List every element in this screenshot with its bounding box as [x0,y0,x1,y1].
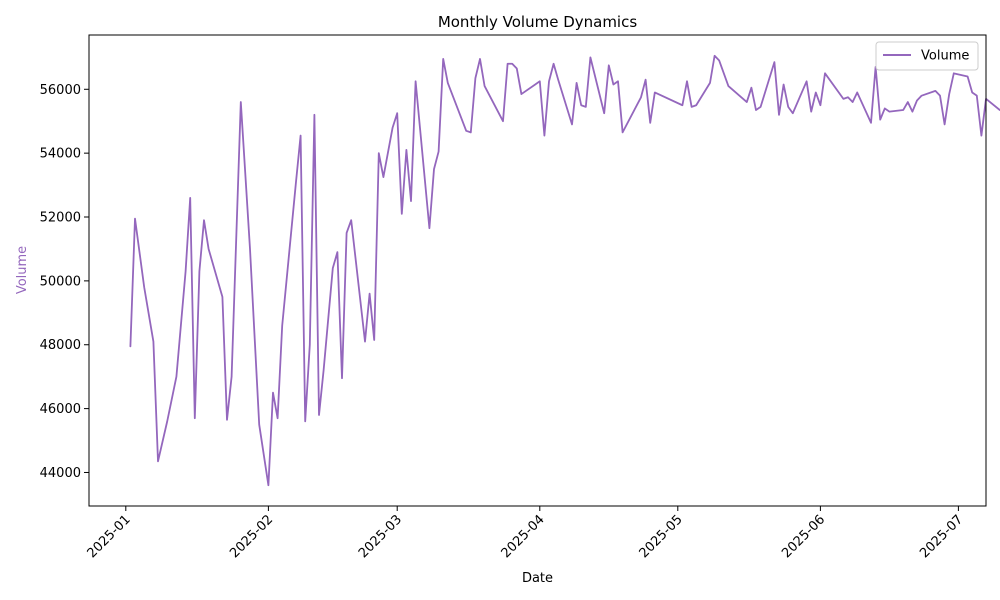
y-axis-ticks: 44000 46000 48000 50000 52000 54000 56000 [40,83,89,481]
series-line-volume [129,54,1000,487]
legend: Volume [875,41,979,71]
series-layer [129,54,1000,487]
y-tick-label: 48000 [40,338,81,353]
y-tick-label: 46000 [40,402,81,417]
y-tick-label: 52000 [40,211,81,226]
legend-box [875,41,979,71]
x-axis-label: Date [522,571,553,586]
legend-label-volume: Volume [921,49,969,64]
y-tick-label: 54000 [40,147,81,162]
y-tick-label: 56000 [40,83,81,98]
plot-frame [88,34,987,507]
y-axis-label: Volume [15,246,30,294]
chart-title: Monthly Volume Dynamics [438,13,638,31]
y-tick-label: 50000 [40,274,81,289]
y-tick-label: 44000 [40,466,81,481]
